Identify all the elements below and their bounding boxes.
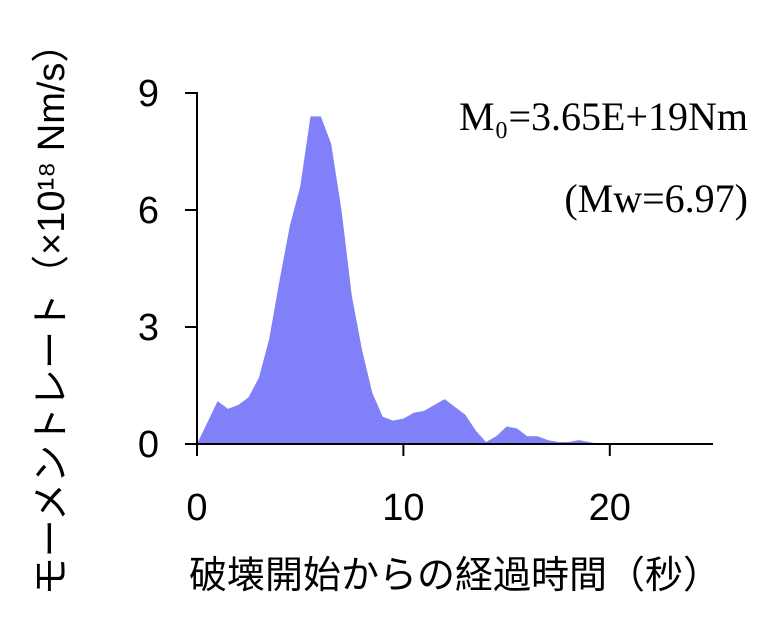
x-tick-label: 10 xyxy=(382,487,424,529)
x-axis-label: 破壊開始からの経過時間（秒） xyxy=(189,555,721,597)
y-tick-label: 0 xyxy=(138,424,159,466)
y-tick-label: 9 xyxy=(138,73,159,115)
x-tick-label: 20 xyxy=(589,487,631,529)
annotation: (Mw=6.97) xyxy=(564,176,748,221)
area xyxy=(197,116,610,445)
y-tick-label: 6 xyxy=(138,190,159,232)
y-tick-label: 3 xyxy=(138,307,159,349)
annotation: M₀=3.65E+19Nm xyxy=(459,94,748,139)
y-axis-label: モーメントレート（×10¹⁸ Nm/s） xyxy=(31,25,73,596)
x-tick-label: 0 xyxy=(186,487,207,529)
